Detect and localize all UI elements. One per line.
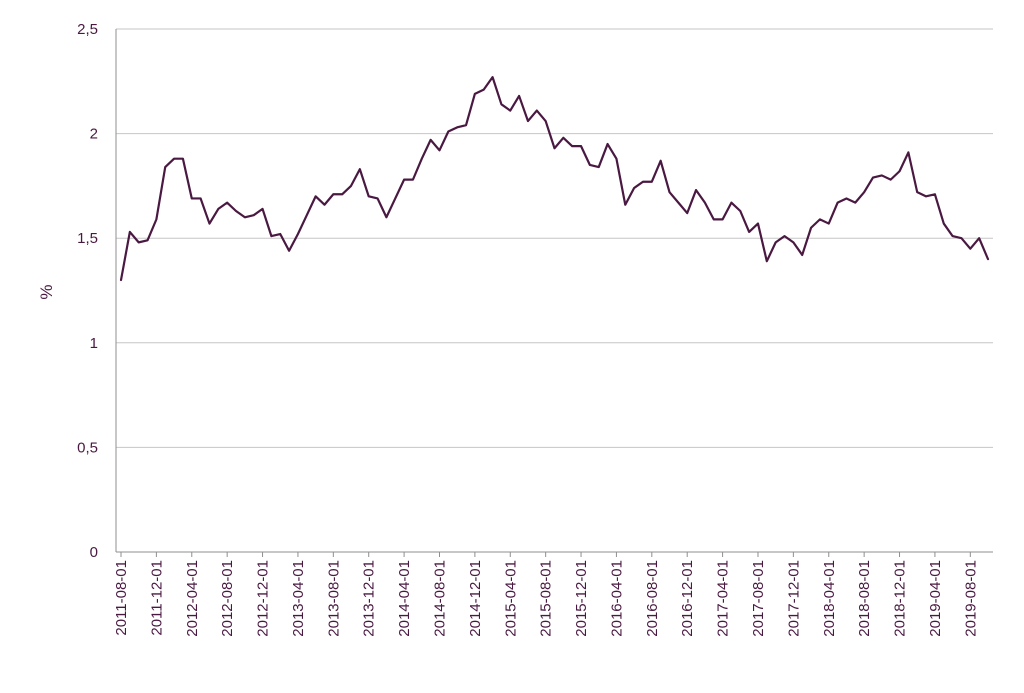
y-tick-label: 2,5 (77, 21, 98, 38)
x-tick-label: 2017-08-01 (750, 560, 767, 637)
x-tick-label: 2014-12-01 (467, 560, 484, 637)
x-tick-label: 2011-12-01 (148, 560, 165, 636)
series-line (119, 76, 990, 282)
x-tick-label: 2013-04-01 (290, 560, 307, 637)
x-tick-labels: 2011-08-01 2011-12-01 2012-04-01 2012-08-01… (113, 560, 979, 637)
x-tick-label: 2019-08-01 (962, 560, 979, 637)
x-tick-label: 2014-08-01 (431, 560, 448, 637)
axes (115, 29, 993, 557)
y-axis-title: % (37, 284, 56, 299)
x-tick-label: 2015-04-01 (502, 560, 519, 637)
x-tick-label: 2016-04-01 (608, 560, 625, 637)
y-tick-labels: 0 0,5 1 1,5 2 2,5 (77, 21, 98, 561)
x-tick-label: 2018-04-01 (821, 560, 838, 637)
x-tick-label: 2011-08-01 (113, 560, 130, 636)
x-tick-label: 2012-08-01 (219, 560, 236, 637)
x-tick-label: 2014-04-01 (396, 560, 413, 637)
gridlines (116, 28, 993, 448)
x-tick-label: 2012-04-01 (184, 560, 201, 637)
x-tick-label: 2012-12-01 (255, 560, 272, 637)
y-tick-label: 1 (90, 335, 98, 352)
y-tick-label: 1,5 (77, 230, 98, 247)
x-tick-label: 2015-12-01 (573, 560, 590, 637)
x-tick-label: 2013-12-01 (361, 560, 378, 637)
x-tick-label: 2015-08-01 (538, 560, 555, 637)
series-layer (119, 76, 990, 282)
y-tick-label: 0,5 (77, 439, 98, 456)
x-tick-label: 2016-12-01 (679, 560, 696, 637)
x-tick-label: 2018-12-01 (892, 560, 909, 637)
x-tick-label: 2019-04-01 (927, 560, 944, 637)
x-tick-label: 2017-04-01 (715, 560, 732, 637)
x-tick-label: 2013-08-01 (325, 560, 342, 637)
y-tick-label: 0 (90, 544, 98, 561)
x-tick-label: 2017-12-01 (785, 560, 802, 637)
x-tick-label: 2016-08-01 (644, 560, 661, 637)
x-tick-label: 2018-08-01 (856, 560, 873, 637)
y-tick-label: 2 (90, 126, 98, 143)
